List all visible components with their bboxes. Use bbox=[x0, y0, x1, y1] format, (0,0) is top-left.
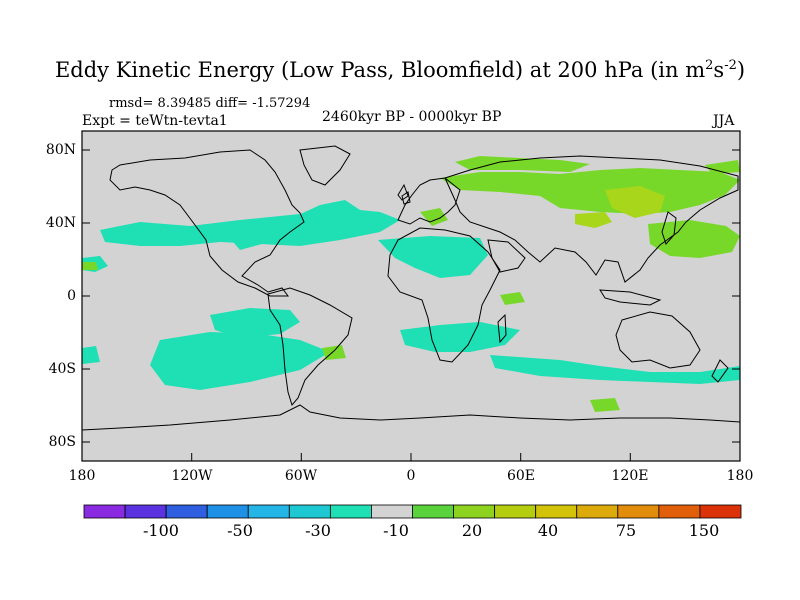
lon-label: 60E bbox=[506, 468, 536, 484]
stats-text: rmsd= 8.39485 diff= -1.57294 bbox=[109, 96, 311, 111]
negative-anomaly-region bbox=[292, 200, 360, 226]
lat-label: 80S bbox=[48, 434, 76, 450]
positive-anomaly-region bbox=[590, 398, 620, 412]
colorbar-swatch bbox=[412, 504, 454, 519]
longitude-ticks bbox=[81, 453, 741, 461]
colorbar-label: -100 bbox=[143, 521, 179, 540]
period-label: 2460kyr BP - 0000kyr BP bbox=[322, 109, 502, 125]
colorbar-swatch bbox=[535, 504, 578, 519]
negative-anomaly-region bbox=[82, 346, 100, 364]
lon-label: 180 bbox=[68, 468, 96, 484]
colorbar-label: -10 bbox=[383, 521, 409, 540]
latitude-ticks bbox=[82, 149, 740, 443]
colorbar-swatch bbox=[658, 504, 701, 519]
colorbar-swatch bbox=[576, 504, 619, 519]
positive-anomaly-region bbox=[440, 168, 740, 214]
negative-anomaly-region bbox=[150, 332, 330, 390]
positive-anomaly-region bbox=[648, 220, 740, 258]
map-plot-area bbox=[82, 131, 740, 461]
lon-label: 120W bbox=[171, 468, 213, 484]
positive-anomaly-region bbox=[455, 156, 590, 172]
lon-label: 120E bbox=[611, 468, 649, 484]
negative-anomaly-region bbox=[490, 355, 740, 384]
positive-anomaly-region bbox=[82, 262, 98, 270]
negative-anomaly-region bbox=[210, 308, 300, 338]
positive-anomaly-region bbox=[605, 186, 665, 218]
colorbar-label: 20 bbox=[461, 521, 483, 540]
colorbar-swatch bbox=[329, 504, 372, 519]
colorbar-label: -50 bbox=[227, 521, 253, 540]
colorbar-label: 150 bbox=[688, 521, 720, 540]
negative-anomaly-region bbox=[378, 236, 488, 278]
colorbar-swatch bbox=[699, 504, 742, 519]
negative-anomaly-region bbox=[228, 232, 262, 250]
colorbar-swatch bbox=[206, 504, 249, 519]
positive-anomaly-region bbox=[705, 160, 740, 174]
lat-label: 0 bbox=[67, 288, 76, 304]
positive-anomaly-region bbox=[500, 292, 525, 305]
colorbar-swatch bbox=[288, 504, 331, 519]
colorbar bbox=[83, 504, 742, 519]
colorbar-label: -30 bbox=[305, 521, 331, 540]
positive-anomaly-region bbox=[575, 212, 612, 228]
lon-label: 60W bbox=[284, 468, 318, 484]
season-label: JJA bbox=[713, 113, 735, 129]
colorbar-label: 75 bbox=[615, 521, 637, 540]
colorbar-swatch bbox=[617, 504, 660, 519]
colorbar-swatch bbox=[371, 504, 413, 519]
experiment-label: Expt = teWtn-tevta1 bbox=[82, 113, 228, 129]
coastlines bbox=[82, 145, 740, 431]
colorbar-swatch bbox=[124, 504, 167, 519]
lat-label: 40N bbox=[45, 215, 76, 231]
colorbar-swatch bbox=[494, 504, 537, 519]
colorbar-swatch bbox=[247, 504, 290, 519]
positive-anomaly-region bbox=[420, 208, 448, 226]
chart-title: Eddy Kinetic Energy (Low Pass, Bloomfiel… bbox=[54, 58, 746, 82]
colorbar-swatch bbox=[453, 504, 496, 519]
lon-label: 0 bbox=[406, 468, 416, 484]
colorbar-label: 40 bbox=[537, 521, 559, 540]
colorbar-swatch bbox=[83, 504, 126, 519]
colorbar-swatch bbox=[165, 504, 208, 519]
lat-label: 40S bbox=[48, 361, 76, 377]
lon-label: 180 bbox=[726, 468, 754, 484]
lat-label: 80N bbox=[45, 142, 76, 158]
